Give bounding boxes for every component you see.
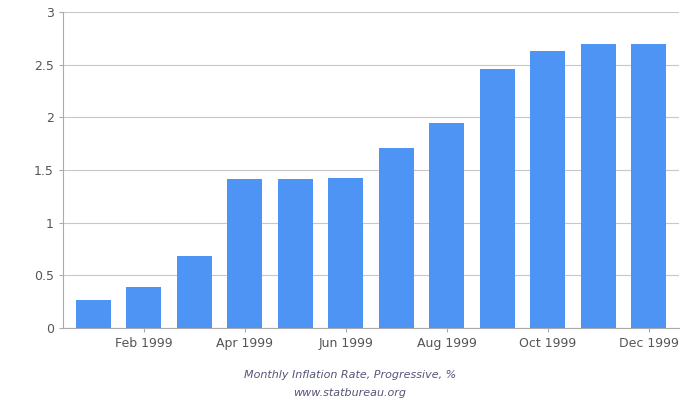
Bar <box>278 180 313 328</box>
Bar <box>580 44 616 328</box>
Text: www.statbureau.org: www.statbureau.org <box>293 388 407 398</box>
Text: Monthly Inflation Rate, Progressive, %: Monthly Inflation Rate, Progressive, % <box>244 370 456 380</box>
Bar <box>328 178 363 328</box>
Bar <box>429 122 464 328</box>
Bar <box>379 148 414 328</box>
Bar <box>631 44 666 328</box>
Bar <box>76 300 111 328</box>
Bar <box>530 51 566 328</box>
Bar <box>176 256 212 328</box>
Bar <box>227 180 262 328</box>
Bar <box>480 69 515 328</box>
Bar <box>126 287 162 328</box>
